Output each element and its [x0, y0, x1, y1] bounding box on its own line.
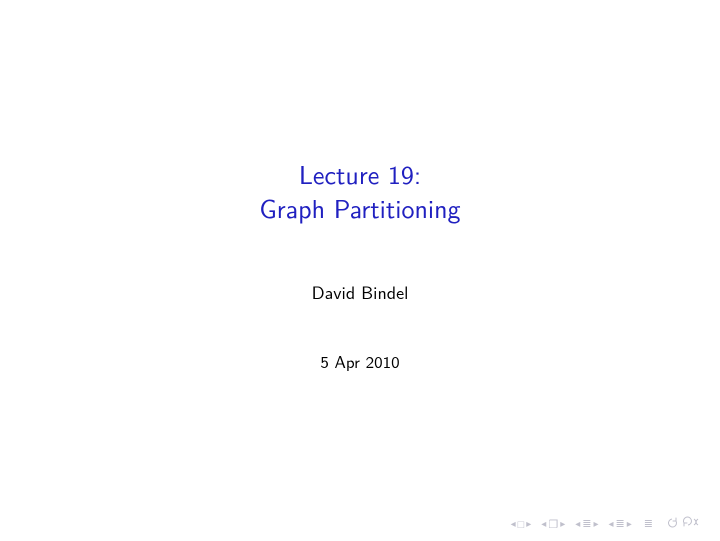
nav-presentation-group[interactable]: ◂ ≣ ▸: [608, 519, 633, 530]
nav-right-icon: ▸: [525, 519, 532, 529]
nav-appendix-icon[interactable]: ≣: [643, 519, 654, 530]
nav-left-icon: ◂: [540, 519, 547, 529]
nav-left-icon: ◂: [574, 519, 581, 529]
nav-right-icon: ▸: [592, 519, 599, 529]
slide: Lecture 19: Graph Partitioning David Bin…: [0, 0, 720, 541]
nav-frame-group[interactable]: ◂ □ ▸: [510, 519, 533, 530]
nav-doc-icon: ❐: [547, 519, 559, 530]
date: 5 Apr 2010: [0, 349, 720, 374]
nav-presentation-icon: ≣: [615, 519, 626, 530]
nav-right-icon: ▸: [559, 519, 566, 529]
nav-left-icon: ◂: [608, 519, 615, 529]
nav-left-icon: ◂: [510, 519, 517, 529]
title-line-2: Graph Partitioning: [0, 192, 720, 226]
nav-circ-arrows-icon: [666, 516, 700, 528]
nav-right-icon: ▸: [626, 519, 633, 529]
nav-subsection-group[interactable]: ◂ ❐ ▸: [540, 519, 566, 530]
nav-section-icon: ≣: [581, 519, 592, 530]
beamer-nav-bar: ◂ □ ▸ ◂ ❐ ▸ ◂ ≣ ▸ ◂ ≣ ▸ ≣: [506, 516, 700, 532]
author: David Bindel: [0, 278, 720, 305]
nav-back-forward-icon[interactable]: [666, 516, 700, 532]
title-line-1: Lecture 19:: [0, 158, 720, 192]
nav-section-group[interactable]: ◂ ≣ ▸: [574, 519, 599, 530]
title-block: Lecture 19: Graph Partitioning: [0, 158, 720, 226]
nav-frame-icon: □: [517, 519, 526, 530]
